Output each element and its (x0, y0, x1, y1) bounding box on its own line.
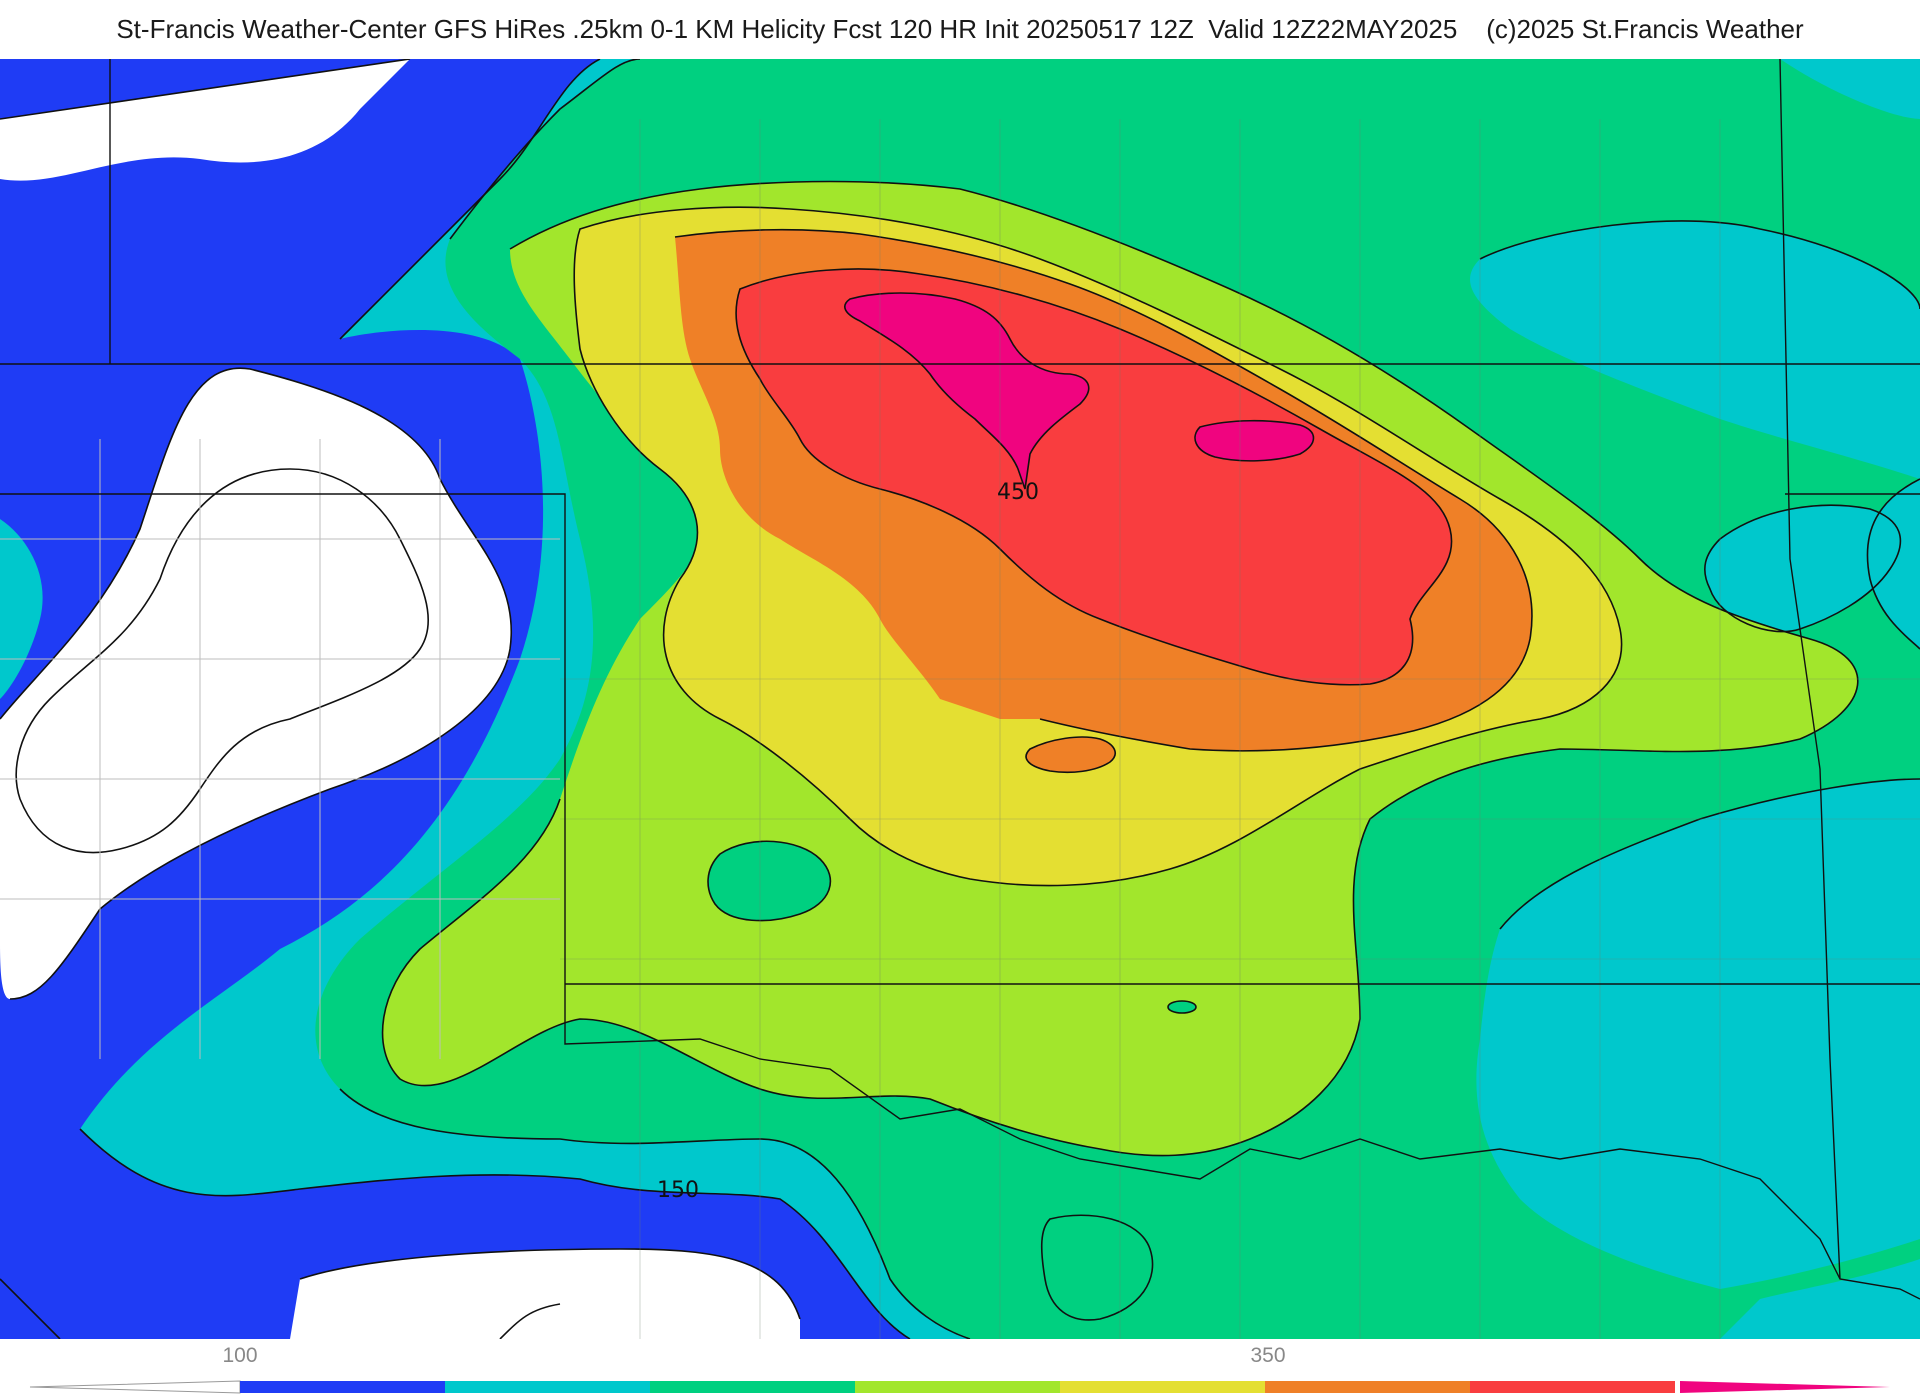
state-borders (0, 59, 1920, 1300)
colorbar: 100 350 (0, 1340, 1920, 1400)
helicity-map[interactable]: 450 150 (0, 59, 1920, 1339)
shade-orange-small (1026, 737, 1116, 773)
map-title: St-Francis Weather-Center GFS HiRes .25k… (116, 14, 1804, 44)
shade-white (0, 59, 800, 1339)
colorbar-swatch-6 (1470, 1381, 1675, 1393)
colorbar-bar (29, 1380, 1890, 1394)
contour-label-450: 450 (997, 480, 1039, 505)
colorbar-swatch-4 (1060, 1381, 1265, 1393)
colorbar-swatch-1 (445, 1381, 650, 1393)
grid-lines (0, 439, 560, 1059)
shade-red (736, 269, 1452, 685)
shade-teal-west (0, 519, 43, 699)
colorbar-tick-100: 100 (222, 1344, 258, 1367)
county-lines (560, 119, 1920, 1339)
colorbar-swatch-5 (1265, 1381, 1470, 1393)
colorbar-swatches (240, 1381, 1675, 1393)
colorbar-tick-350: 350 (1250, 1344, 1286, 1367)
shade-magenta (844, 293, 1314, 489)
contour-lines (0, 59, 1920, 1339)
colorbar-high-arrow (1680, 1381, 1890, 1393)
colorbar-swatch-3 (855, 1381, 1060, 1393)
contour-label-150: 150 (657, 1178, 699, 1203)
colorbar-swatch-2 (650, 1381, 855, 1393)
shade-green-islands (708, 841, 1196, 1320)
colorbar-low-arrow (29, 1380, 241, 1394)
shade-teal-east (1470, 220, 1920, 1289)
colorbar-swatch-0 (240, 1381, 445, 1393)
